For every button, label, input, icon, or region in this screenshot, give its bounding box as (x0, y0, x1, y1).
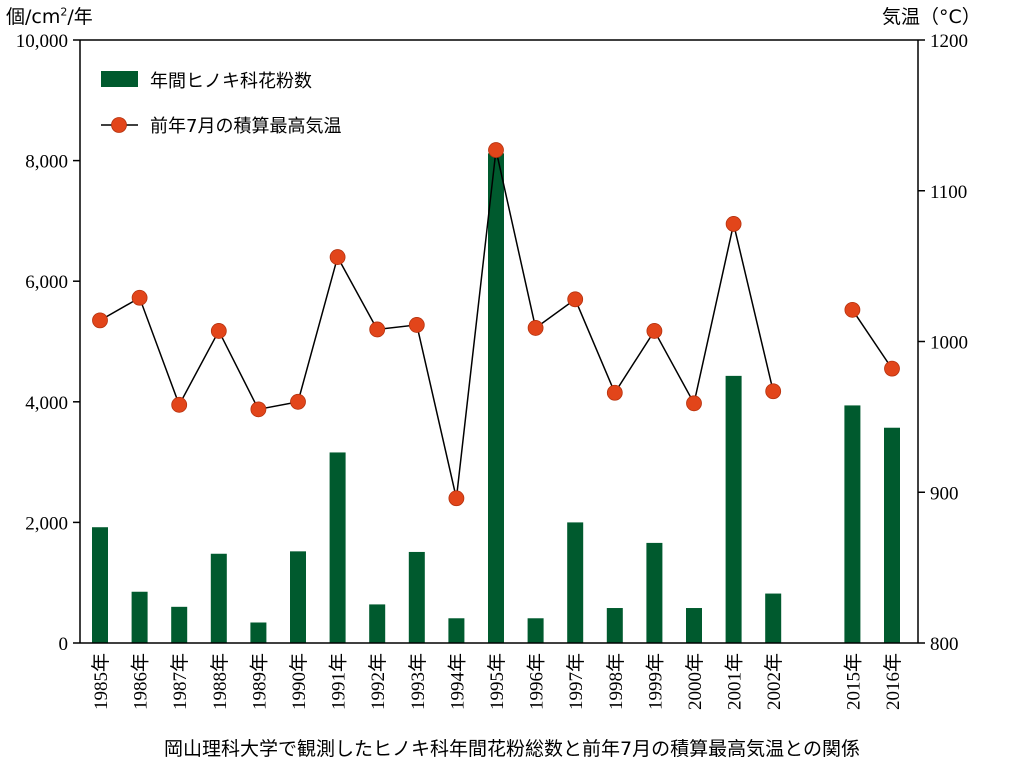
bar (250, 622, 267, 643)
bar (488, 153, 504, 643)
bar (408, 551, 425, 643)
bar (844, 405, 861, 643)
left-axis-title-sup: 2 (60, 5, 68, 19)
bar (646, 542, 663, 643)
bar (131, 591, 148, 643)
left-tick-label: 10,000 (16, 31, 68, 52)
x-tick-label: 2002年 (763, 653, 785, 710)
series-point (884, 360, 900, 377)
x-tick-label: 1987年 (169, 653, 191, 710)
x-tick-label: 1988年 (209, 653, 231, 710)
series-line (99, 149, 774, 499)
series-point (171, 396, 188, 413)
left-tick-label: 4,000 (25, 393, 68, 414)
series-line (851, 309, 893, 370)
x-tick-label: 1998年 (605, 653, 627, 710)
bar (210, 553, 227, 643)
x-tick-label: 1985年 (90, 653, 112, 710)
x-tick-label: 1986年 (130, 653, 152, 710)
bar (92, 527, 108, 643)
x-tick-label: 1999年 (644, 653, 666, 710)
series-point (527, 320, 544, 336)
x-tick-label: 1993年 (407, 653, 429, 710)
series-point (210, 323, 227, 339)
left-axis-title: 個/cm2/年 (6, 2, 93, 29)
series-point (606, 384, 623, 401)
legend-line-label: 前年7月の積算最高気温 (150, 116, 341, 137)
series-point (765, 383, 782, 400)
series-point (369, 321, 386, 338)
series-point (488, 142, 504, 158)
bar (567, 522, 584, 643)
left-axis-title-prefix: 個/cm (6, 6, 61, 28)
x-tick-label: 1992年 (367, 653, 389, 710)
x-tick-label: 1997年 (565, 653, 587, 710)
bar (686, 608, 702, 643)
bar (448, 618, 465, 643)
series-point (408, 317, 425, 333)
bar (765, 593, 782, 643)
chart: 0 2,000 4,000 6,000 8,000 10,000 800 900 1000 110… (16, 31, 968, 710)
series-point (725, 216, 742, 232)
left-tick-label: 0 (59, 634, 69, 655)
left-axis-title-suffix: /年 (67, 6, 93, 28)
x-tick-label: 2016年 (882, 653, 904, 710)
series-point (92, 312, 108, 329)
x-tick-label: 1990年 (288, 653, 310, 710)
left-tick-label: 2,000 (25, 513, 68, 534)
bar (725, 375, 742, 643)
left-tick-label: 6,000 (25, 272, 68, 293)
right-tick-label: 1200 (930, 31, 968, 52)
left-tick-label: 8,000 (25, 152, 68, 173)
x-tick-label: 2000年 (684, 653, 706, 710)
series-point (567, 291, 584, 308)
bar (527, 618, 544, 643)
series-point (329, 249, 346, 265)
series-point (448, 490, 465, 507)
series-point (290, 393, 306, 410)
right-tick-label: 900 (930, 483, 959, 504)
x-tick-label: 1995年 (486, 653, 508, 710)
series-point (131, 289, 148, 306)
legend-bar-label: 年間ヒノキ科花粉数 (150, 71, 312, 92)
bar (171, 606, 188, 643)
legend-marker-swatch (111, 117, 127, 133)
right-tick-label: 1000 (930, 333, 968, 354)
series-point (844, 301, 861, 318)
right-axis-title: 気温（°C） (882, 6, 981, 28)
bar (369, 604, 386, 643)
x-tick-label: 1989年 (248, 653, 270, 710)
right-tick-label: 1100 (930, 182, 967, 203)
bar (290, 551, 306, 643)
series-point (686, 395, 702, 412)
legend-bar-swatch (101, 71, 138, 87)
bar (884, 427, 900, 643)
x-tick-label: 1994年 (446, 653, 468, 710)
x-tick-label: 1996年 (526, 653, 548, 710)
chart-caption: 岡山理科大学で観測したヒノキ科年間花粉総数と前年7月の積算最高気温との関係 (164, 738, 860, 760)
x-tick-label: 2001年 (724, 653, 746, 710)
bar (329, 452, 346, 643)
right-tick-label: 800 (930, 634, 959, 655)
x-tick-label: 2015年 (842, 653, 864, 710)
series-point (646, 323, 663, 339)
bar (606, 608, 623, 643)
series-point (250, 401, 267, 418)
x-tick-label: 1991年 (328, 653, 350, 710)
